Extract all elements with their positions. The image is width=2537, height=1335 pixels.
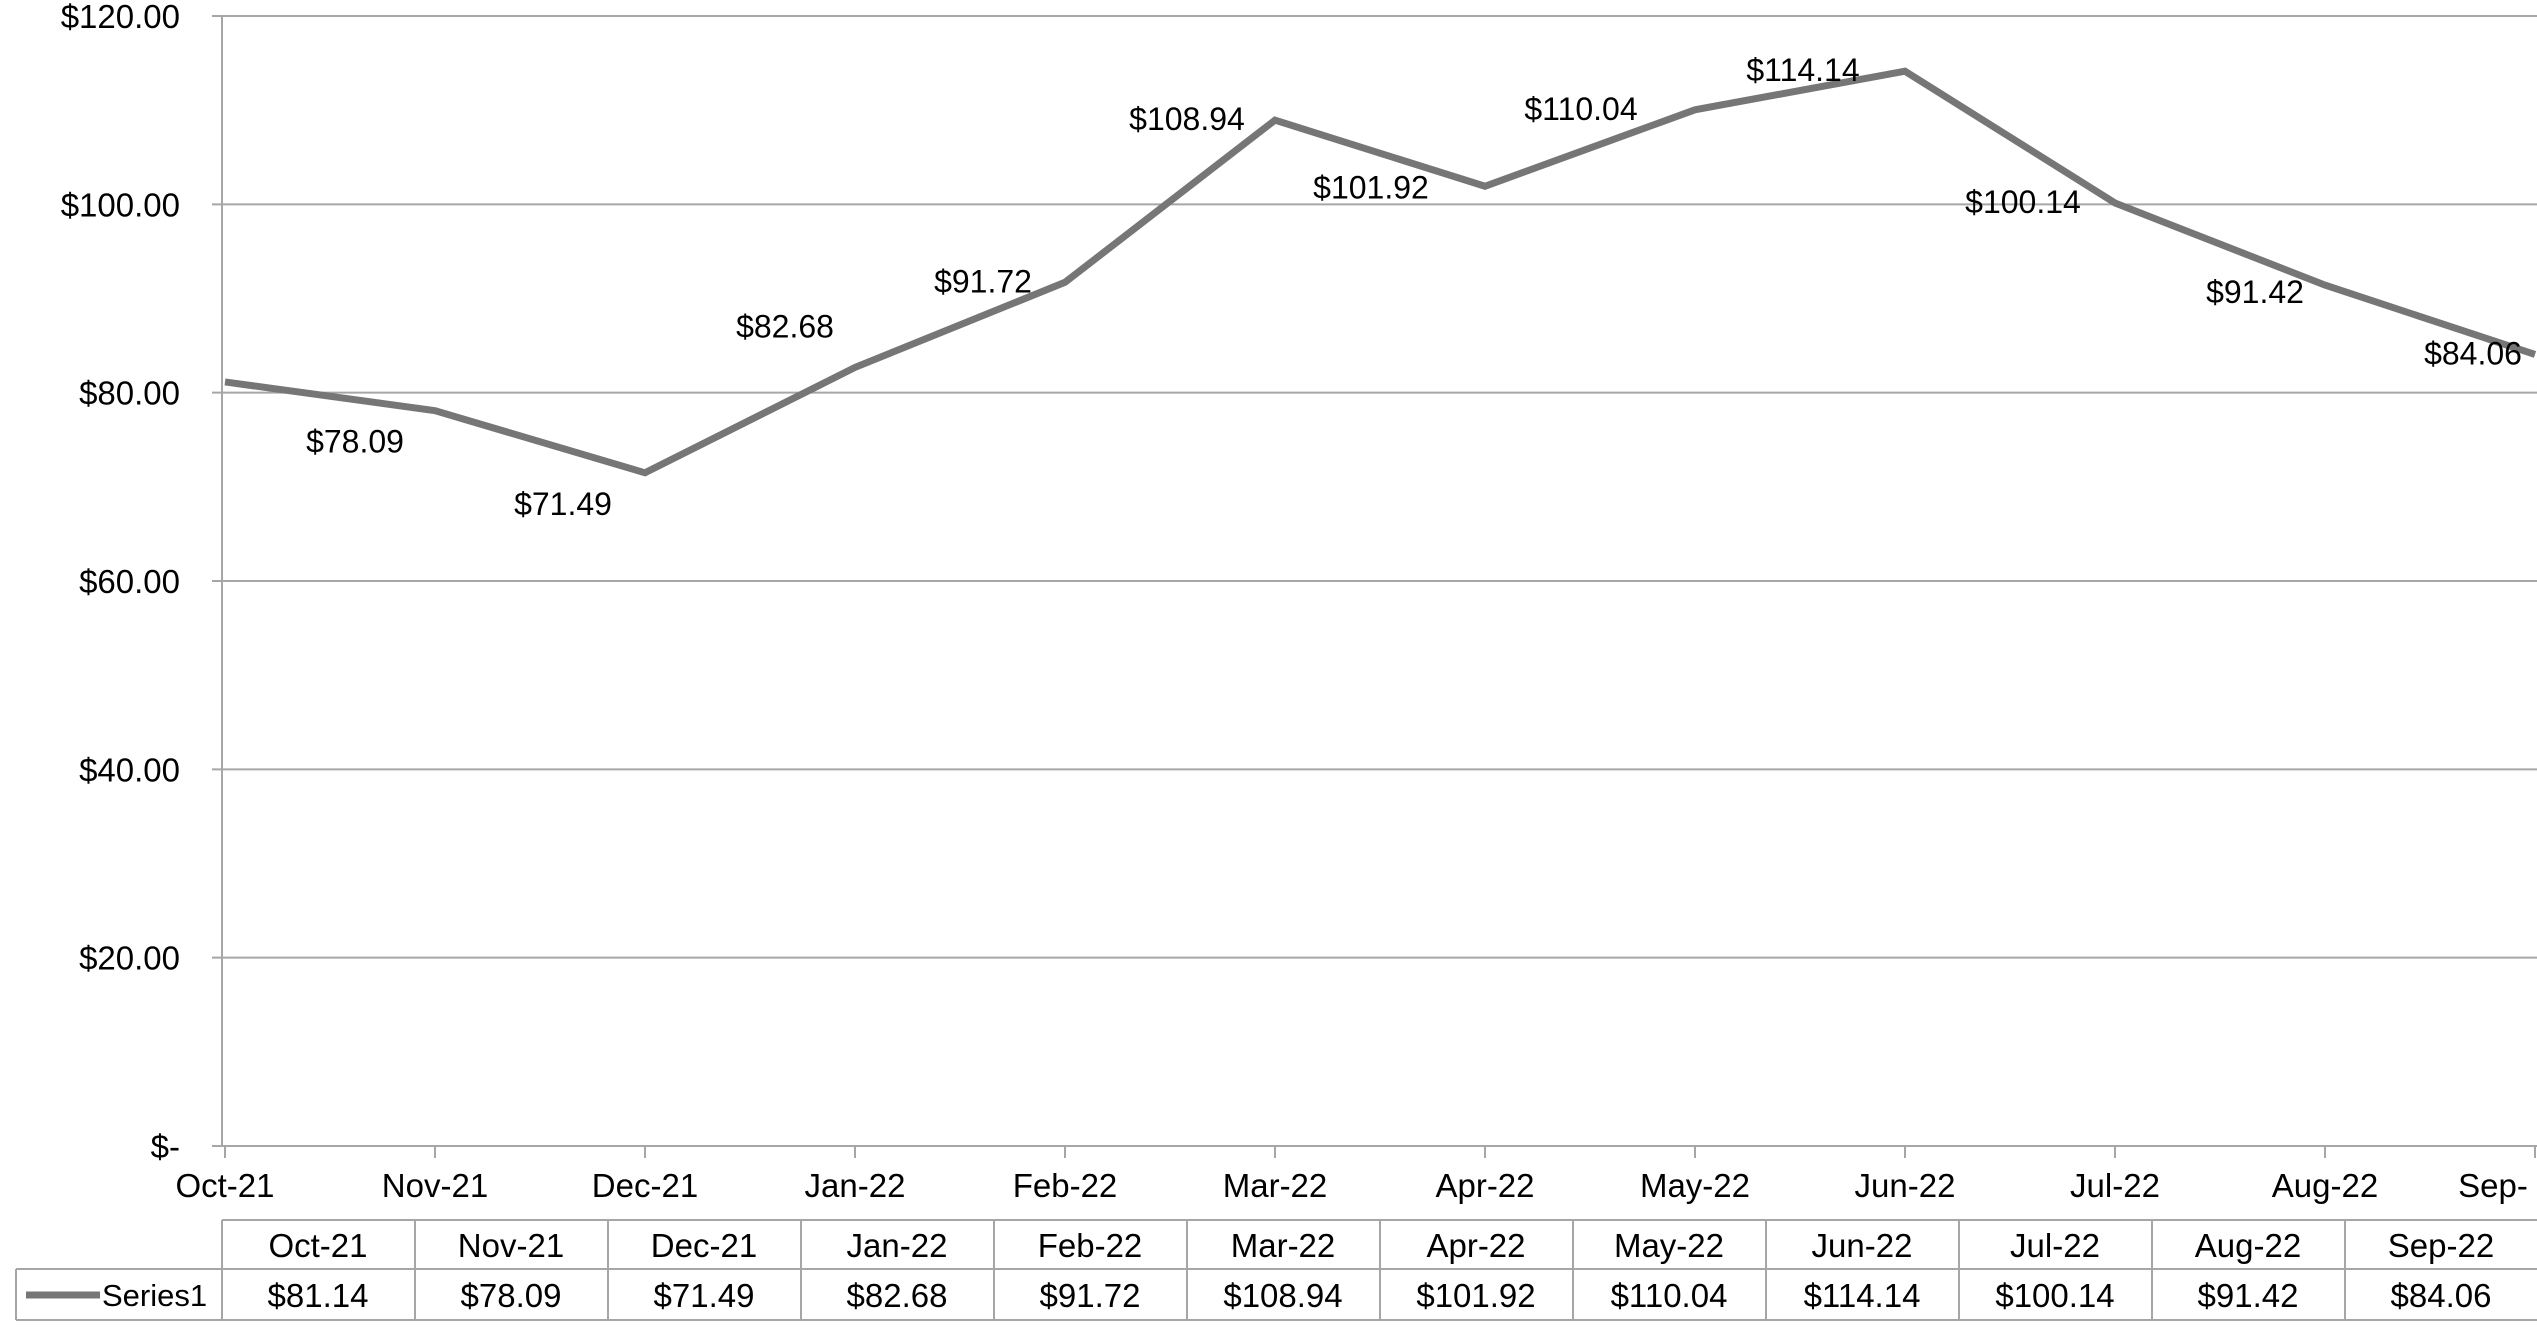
x-tick-label: Jul-22 — [2070, 1167, 2160, 1204]
table-value-cell: $81.14 — [268, 1277, 369, 1314]
table-value-cell: $108.94 — [1223, 1277, 1342, 1314]
table-header-cell: Jan-22 — [847, 1227, 948, 1264]
table-value-cell: $110.04 — [1611, 1277, 1728, 1314]
y-tick-label: $80.00 — [79, 375, 180, 412]
data-label: $82.68 — [736, 308, 834, 344]
series-group — [224, 67, 2537, 477]
x-tick-label: Dec-21 — [592, 1167, 698, 1204]
data-label: $84.06 — [2424, 335, 2522, 371]
table-value-cell: $71.49 — [654, 1277, 755, 1314]
table-value-cell: $82.68 — [847, 1277, 948, 1314]
table-header-cell: Oct-21 — [268, 1227, 367, 1264]
x-tick-label: Jun-22 — [1855, 1167, 1956, 1204]
y-axis-ticks: $- $20.00 $40.00 $60.00 $80.00 $100.00 $120.00 — [61, 0, 180, 1165]
table-value-cell: $78.09 — [461, 1277, 562, 1314]
data-label: $100.14 — [1965, 184, 2081, 220]
series-line — [224, 67, 2537, 477]
data-label: $78.09 — [306, 424, 404, 460]
table-header-cell: Dec-21 — [651, 1227, 757, 1264]
data-label: $110.04 — [1524, 91, 1637, 127]
x-tick-label: May-22 — [1640, 1167, 1750, 1204]
gridlines — [212, 15, 2537, 1147]
table-value-cell: $84.06 — [2391, 1277, 2492, 1314]
x-tick-label: Oct-21 — [175, 1167, 274, 1204]
legend-label: Series1 — [102, 1278, 207, 1313]
table-value-cell: $101.92 — [1416, 1277, 1535, 1314]
y-tick-label: $120.00 — [61, 0, 180, 35]
axes — [221, 16, 2537, 1147]
data-label: $101.92 — [1313, 169, 1429, 205]
x-tick-label: Nov-21 — [382, 1167, 488, 1204]
y-tick-label: $- — [151, 1128, 180, 1165]
table-header-cell: Sep-22 — [2388, 1227, 2494, 1264]
table-value-cell: $100.14 — [1995, 1277, 2114, 1314]
x-tick-label: Sep- — [2458, 1167, 2528, 1204]
table-header-cell: Feb-22 — [1038, 1227, 1143, 1264]
x-tick-label: Jan-22 — [805, 1167, 906, 1204]
table-header-cell: Aug-22 — [2195, 1227, 2301, 1264]
table-header-cell: Nov-21 — [458, 1227, 564, 1264]
table-header-cell: May-22 — [1614, 1227, 1724, 1264]
data-labels: $78.09 $71.49 $82.68 $91.72 $108.94 $101.92 $1… — [306, 52, 2522, 522]
data-label: $71.49 — [514, 486, 612, 522]
data-label: $108.94 — [1129, 101, 1245, 137]
table-header-cell: Jul-22 — [2010, 1227, 2100, 1264]
table-value-cell: $91.72 — [1040, 1277, 1141, 1314]
table-header-cell: Apr-22 — [1426, 1227, 1525, 1264]
x-tick-label: Feb-22 — [1013, 1167, 1118, 1204]
x-tick-label: Apr-22 — [1435, 1167, 1534, 1204]
data-label: $114.14 — [1746, 52, 1859, 88]
y-tick-label: $60.00 — [79, 563, 180, 600]
y-tick-label: $20.00 — [79, 940, 180, 977]
table-value-cell: $114.14 — [1804, 1277, 1921, 1314]
data-label: $91.72 — [934, 263, 1032, 299]
y-tick-label: $100.00 — [61, 186, 180, 223]
table-value-cell: $91.42 — [2198, 1277, 2299, 1314]
data-label: $91.42 — [2206, 274, 2304, 310]
x-tick-label: Mar-22 — [1223, 1167, 1328, 1204]
data-table: Oct-21 $81.14 Nov-21 $78.09 Dec-21 $71.49 Jan-… — [15, 1219, 2537, 1321]
table-header-cell: Mar-22 — [1231, 1227, 1336, 1264]
y-tick-label: $40.00 — [79, 751, 180, 788]
x-axis-ticks: Oct-21 Nov-21 Dec-21 Jan-22 Feb-22 Mar-22 Apr-… — [175, 1146, 2536, 1204]
x-tick-label: Aug-22 — [2272, 1167, 2378, 1204]
table-header-cell: Jun-22 — [1812, 1227, 1913, 1264]
